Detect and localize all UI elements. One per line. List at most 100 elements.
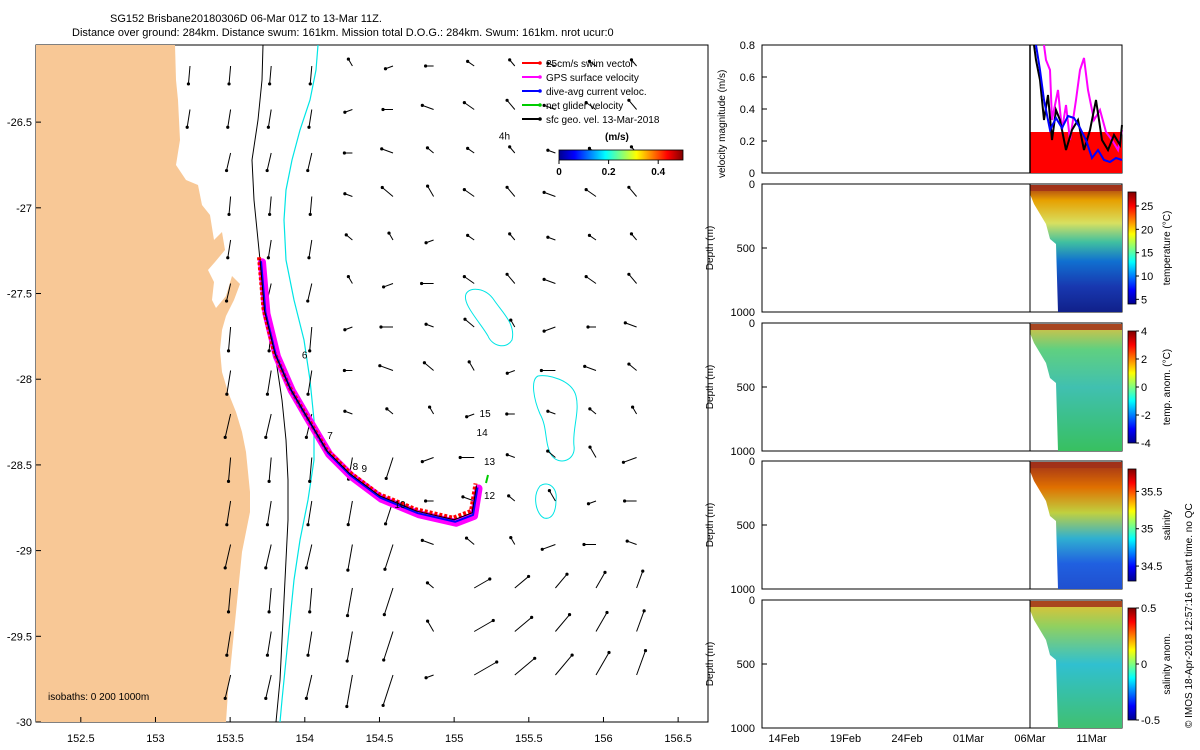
velocity-arrow — [267, 239, 272, 258]
coastline-land — [36, 45, 250, 722]
salinity-section-panel: 0 500 1000 Depth (m) 34.5 35 35.5 salinity — [705, 456, 1173, 596]
section-colorbar-label: salinity — [1162, 510, 1173, 541]
velocity-arrow — [595, 652, 610, 676]
section-data — [1030, 462, 1122, 589]
velocity-arrow — [266, 631, 272, 656]
velocity-arrow-head — [223, 435, 227, 439]
velocity-arrow-head — [267, 349, 271, 353]
velocity-arrow-head — [465, 415, 469, 419]
velocity-arrow-head — [607, 650, 611, 655]
velocity-arrow — [347, 500, 353, 525]
velocity-arrow-head — [346, 274, 350, 279]
velocity-arrow-head — [546, 61, 550, 65]
section-surface — [1030, 185, 1122, 191]
velocity-arrow-head — [225, 653, 229, 657]
velocity-arrow — [269, 65, 272, 84]
velocity-arrow — [468, 361, 475, 371]
map-x-axis: 152.5 153 153.5 154 154.5 155 155.5 156 156.5 — [67, 717, 692, 745]
velocity-arrow-head — [343, 110, 347, 114]
velocity-arrow-head — [266, 256, 270, 260]
map-y-tick-label: -29 — [16, 546, 32, 558]
day-label: 4h — [499, 131, 510, 142]
velocity-arrow — [595, 572, 606, 589]
velocity-arrow — [307, 500, 313, 525]
velocity-arrow-head — [625, 539, 629, 543]
velocity-arrow — [228, 457, 232, 482]
velocity-arrow-head — [467, 360, 471, 364]
velocity-arrow-head — [546, 148, 550, 152]
velocity-arrow-head — [542, 190, 546, 194]
depth-tick-label: 500 — [737, 243, 755, 255]
velocity-arrow — [543, 104, 556, 110]
velocity-arrow-head — [428, 405, 432, 409]
velocity-arrow-head — [226, 256, 230, 260]
velocity-arrow-head — [378, 364, 382, 368]
colorbar-tick-label: 0 — [1141, 382, 1147, 394]
velocity-arrow-head — [268, 82, 272, 86]
velocity-arrow-head — [382, 613, 386, 617]
velocity-arrow-head — [380, 185, 384, 190]
date-tick-label: 24Feb — [891, 733, 922, 745]
velocity-arrow — [226, 370, 232, 395]
velocity-arrow-head — [491, 618, 495, 623]
velocity-arrow — [226, 152, 232, 171]
depth-tick-label: 1000 — [731, 446, 755, 458]
velocity-arrow — [422, 539, 434, 545]
velocity-arrow-head — [226, 479, 231, 484]
legend-swatch-dot — [538, 75, 542, 79]
velocity-arrow — [382, 674, 394, 706]
velocity-arrow — [427, 620, 435, 632]
velocity-arrow-head — [306, 168, 310, 173]
velocity-arrow-head — [627, 272, 631, 276]
colorbar-tick-label: 2 — [1141, 354, 1147, 366]
velocity-arrow-head — [631, 405, 635, 409]
glider-track — [257, 257, 489, 527]
velocity-arrow-head — [383, 522, 388, 526]
depth-ylabel: Depth (m) — [705, 642, 716, 686]
map-x-tick-label: 154 — [296, 733, 314, 745]
velocity-arrow-head — [266, 125, 270, 129]
side-note: © IMOS 18-Apr-2018 12:57:16 Hobart time.… — [1184, 503, 1195, 728]
velocity-arrow — [347, 544, 353, 571]
velocity-arrow — [307, 152, 313, 171]
velocity-arrow — [506, 273, 516, 284]
day-label: 12 — [484, 491, 496, 502]
velocity-arrow — [547, 450, 556, 458]
velocity-arrow-head — [306, 653, 310, 657]
velocity-arrow — [187, 65, 191, 84]
date-tick-label: 19Feb — [830, 733, 861, 745]
velocity-arrow-head — [343, 192, 347, 196]
velocity-arrow-head — [343, 409, 347, 413]
section-data — [1030, 185, 1122, 312]
velocity-y-tick-label: 0.8 — [740, 40, 755, 52]
velocity-arrow-head — [224, 168, 229, 173]
velocity-arrow-head — [588, 445, 592, 449]
map-x-tick-label: 152.5 — [67, 733, 95, 745]
velocity-arrow — [385, 457, 394, 479]
velocity-arrow — [422, 457, 434, 463]
velocity-arrow-head — [530, 615, 534, 619]
velocity-arrow-head — [426, 619, 430, 623]
map-y-tick-label: -27 — [16, 203, 32, 215]
velocity-arrow — [383, 631, 394, 661]
temperature-section-panel: 0 500 1000 Depth (m) 5 10 15 20 25 temperature (°… — [705, 179, 1173, 319]
velocity-arrow — [224, 544, 232, 568]
velocity-arrow — [186, 109, 191, 128]
legend-entry: sfc geo. vel. 13-Mar-2018 — [546, 115, 660, 126]
velocity-arrow-head — [641, 569, 645, 573]
velocity-arrow — [266, 370, 272, 395]
colorbar-tick-label: -0.5 — [1141, 715, 1160, 727]
velocity-arrow — [427, 185, 435, 197]
map-x-tick-label: 155.5 — [515, 733, 543, 745]
velocity-arrow-head — [643, 648, 648, 653]
velocity-arrow-head — [308, 479, 312, 484]
depth-tick-label: 1000 — [731, 584, 755, 596]
colorbar-tick-label: 10 — [1141, 271, 1153, 283]
colorbar-tick-label: 15 — [1141, 248, 1153, 260]
depth-tick-label: 1000 — [731, 723, 755, 735]
day-label: 10 — [394, 500, 406, 511]
velocity-arrow — [462, 496, 475, 502]
map-y-tick-label: -28 — [16, 374, 32, 386]
day-label: 8 — [353, 462, 359, 473]
velocity-arrow-head — [584, 101, 588, 105]
